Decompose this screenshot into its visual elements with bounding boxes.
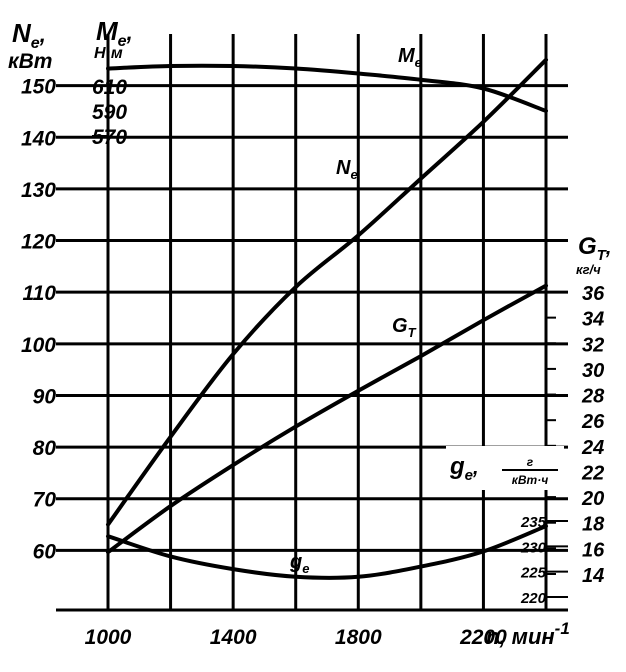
specific-tick-label: 235 xyxy=(520,514,547,531)
svg-text:n, мин-1: n, мин-1 xyxy=(486,619,570,649)
fuel-tick-label: 26 xyxy=(581,411,605,433)
power-axis-unit: кВт xyxy=(8,50,52,73)
fuel-tick-label: 28 xyxy=(581,386,605,408)
specific-tick-label: 230 xyxy=(520,539,547,556)
specific-axis-subscript: e xyxy=(465,467,473,484)
curve-label-me-sub: e xyxy=(415,55,422,70)
torque-tick-label: 570 xyxy=(92,126,127,149)
fuel-axis-comma: , xyxy=(605,237,612,259)
x-tick-label: 1000 xyxy=(85,626,132,649)
svg-text:ge: ge xyxy=(289,551,309,576)
fuel-axis-subscript: T xyxy=(597,247,608,264)
x-axis-label: n, мин xyxy=(486,624,555,649)
curve-label-me-main: M xyxy=(398,45,416,67)
fuel-tick-label: 32 xyxy=(582,334,604,356)
power-axis-subscript: e xyxy=(31,35,40,52)
curve-label-ne-sub: e xyxy=(350,167,357,182)
specific-axis-title-bg xyxy=(446,446,564,490)
power-axis-symbol: N xyxy=(12,18,32,48)
power-tick-label: 120 xyxy=(21,231,56,254)
specific-axis-title: ge, г кВт·ч xyxy=(446,446,564,490)
torque-axis-comma: , xyxy=(126,20,133,45)
torque-tick-label: 590 xyxy=(92,101,127,124)
fuel-tick-label: 36 xyxy=(582,283,605,305)
svg-text:ge,: ge, xyxy=(449,453,479,484)
specific-axis-symbol: g xyxy=(449,453,465,480)
svg-text:Me: Me xyxy=(398,45,422,70)
fuel-tick-label: 24 xyxy=(581,437,604,459)
series-line-me xyxy=(106,63,548,113)
x-axis-title: n, мин-1 xyxy=(486,619,570,649)
curve-label-ge-main: g xyxy=(289,551,302,573)
x-axis-superscript: -1 xyxy=(555,619,570,638)
power-tick-label: 150 xyxy=(21,76,56,99)
torque-axis-title: Me, Н·м xyxy=(94,16,133,62)
curve-label-ne-main: N xyxy=(336,157,351,179)
svg-text:Ne,: Ne, xyxy=(12,18,46,52)
power-tick-label: 110 xyxy=(23,282,57,305)
curve-label-me: Me xyxy=(398,45,422,70)
torque-axis-unit: Н·м xyxy=(94,45,123,62)
x-tick-label: 1400 xyxy=(210,626,257,649)
fuel-tick-label: 34 xyxy=(582,309,604,331)
specific-axis-unit-denominator: кВт·ч xyxy=(512,473,548,487)
tick-labels: 1000 1400 1800 2200 60 70 80 90 100 110 120 130 140 1… xyxy=(21,76,605,649)
fuel-tick-label: 20 xyxy=(581,488,604,510)
power-axis-comma: , xyxy=(39,22,46,47)
fuel-axis-title: GT, кг/ч xyxy=(576,233,611,277)
fuel-tick-label: 16 xyxy=(582,539,605,561)
power-tick-label: 130 xyxy=(21,179,56,202)
x-tick-label: 1800 xyxy=(335,626,382,649)
series-line-gt xyxy=(106,283,548,555)
torque-axis-subscript: e xyxy=(118,33,127,50)
power-tick-label: 100 xyxy=(21,334,56,357)
curve-label-gt: GT xyxy=(392,315,417,340)
series-line-ge xyxy=(106,524,548,580)
fuel-tick-label: 30 xyxy=(582,360,604,382)
svg-text:Ne: Ne xyxy=(336,157,358,182)
curve-label-ge: ge xyxy=(289,551,309,576)
specific-tick-label: 225 xyxy=(520,565,547,582)
power-tick-label: 90 xyxy=(33,385,57,408)
power-tick-label: 140 xyxy=(21,127,56,150)
grid xyxy=(56,34,568,612)
power-tick-label: 60 xyxy=(33,540,57,563)
svg-text:GT: GT xyxy=(392,315,417,340)
curve-label-ne: Ne xyxy=(336,157,358,182)
fuel-axis-unit: кг/ч xyxy=(576,262,601,277)
power-axis-title: Ne, кВт xyxy=(8,18,52,73)
x-tick-label: 2200 xyxy=(459,626,507,649)
specific-tick-label: 220 xyxy=(520,590,547,607)
curve-label-gt-sub: T xyxy=(408,325,417,340)
fuel-tick-label: 14 xyxy=(582,565,604,587)
power-tick-label: 80 xyxy=(33,437,57,460)
torque-tick-label: 610 xyxy=(92,76,127,99)
curve-label-gt-main: G xyxy=(392,315,408,337)
power-tick-label: 70 xyxy=(33,489,57,512)
fuel-tick-label: 22 xyxy=(581,462,604,484)
curve-label-ge-sub: e xyxy=(302,561,309,576)
specific-axis-comma: , xyxy=(472,457,479,479)
fuel-tick-label: 18 xyxy=(582,514,605,536)
torque-axis-symbol: M xyxy=(96,16,119,46)
svg-text:GT,: GT, xyxy=(578,233,611,264)
fuel-axis-symbol: G xyxy=(578,233,597,260)
curves xyxy=(106,57,548,580)
svg-text:Me,: Me, xyxy=(96,16,133,50)
series-line-ne xyxy=(106,57,548,527)
specific-axis-unit-numerator: г xyxy=(527,455,534,469)
